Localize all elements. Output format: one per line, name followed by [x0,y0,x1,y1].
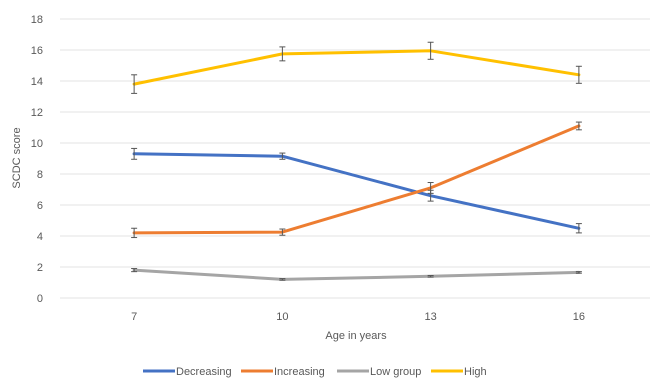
x-tick-label: 13 [425,311,437,323]
y-tick-label: 2 [37,262,43,274]
y-tick-label: 18 [31,14,43,26]
x-axis-ticks: 7 10 13 16 [131,311,585,323]
error-bar [427,182,434,194]
legend-label: Decreasing [176,366,232,378]
error-bar [575,65,582,84]
error-bars [131,41,582,281]
y-axis-title: SCDC score [11,127,23,188]
series-line-increasing [132,124,581,235]
series-line-high [132,49,581,86]
x-tick-label: 10 [276,311,288,323]
y-axis-ticks: 0 2 4 6 8 10 12 14 16 18 [31,14,43,305]
error-bar [279,152,286,160]
y-tick-label: 0 [37,293,43,305]
error-bar [427,275,434,278]
error-bar [575,223,582,234]
legend-label: Increasing [274,366,325,378]
y-tick-label: 14 [31,76,43,88]
error-bar [131,268,138,273]
y-tick-label: 16 [31,45,43,57]
y-tick-label: 8 [37,169,43,181]
x-tick-label: 7 [131,311,137,323]
error-bar [279,46,286,62]
y-tick-label: 12 [31,107,43,119]
legend-entry: Low group [337,366,421,378]
error-bar [575,121,582,131]
error-bar [131,147,138,160]
series-line-low-group [132,268,581,281]
x-tick-label: 16 [573,311,585,323]
legend: Decreasing Increasing Low group High [143,366,487,378]
legend-entry: High [431,366,487,378]
legend-entry: Decreasing [143,366,232,378]
legend-label: High [464,366,487,378]
x-axis-title: Age in years [325,330,387,342]
error-bar [427,41,434,60]
error-bar [575,271,582,274]
y-tick-label: 6 [37,200,43,212]
gridlines [60,18,650,299]
y-tick-label: 10 [31,138,43,150]
legend-entry: Increasing [241,366,325,378]
series-lines [132,49,581,281]
error-bar [131,74,138,94]
y-tick-label: 4 [37,231,43,243]
series-line-decreasing [132,152,581,230]
error-bar [131,227,138,239]
error-bar [279,228,286,236]
error-bar [279,278,286,281]
legend-label: Low group [370,366,421,378]
